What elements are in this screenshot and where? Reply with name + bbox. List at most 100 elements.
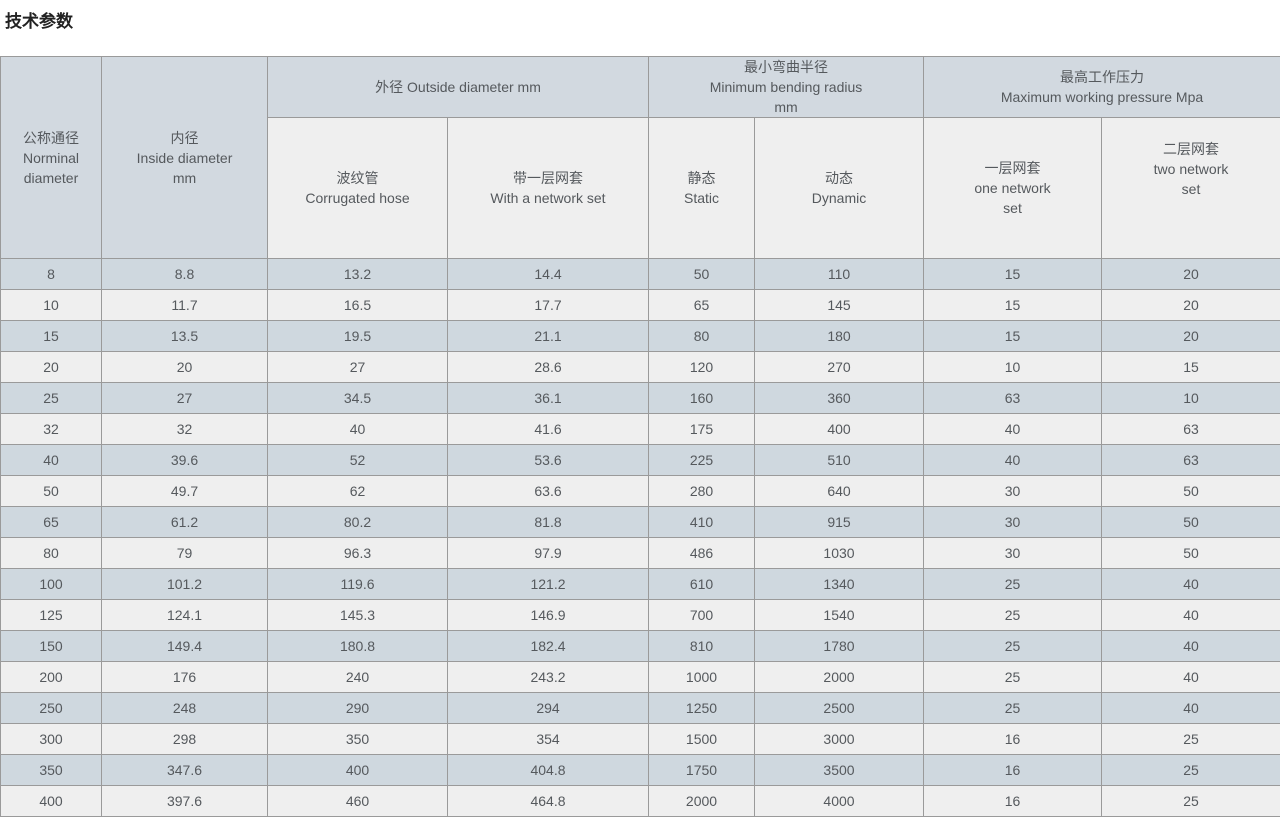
cell: 1250 [648, 692, 755, 724]
cell: 2000 [754, 661, 924, 693]
cell: 13.5 [101, 320, 268, 352]
table-row: 15 13.5 19.5 21.1 80 180 15 20 [0, 320, 1280, 352]
cell: 30 [923, 506, 1102, 538]
cell: 25 [923, 661, 1102, 693]
cell: 63 [1100, 444, 1280, 476]
cell: 8.8 [101, 258, 268, 290]
cell: 3000 [754, 723, 924, 755]
cell: 915 [754, 506, 924, 538]
cell: 16 [923, 723, 1102, 755]
cell: 25 [923, 630, 1102, 662]
cell: 125 [0, 599, 102, 631]
cell: 10 [1100, 382, 1280, 414]
cell: 63 [1100, 413, 1280, 445]
cell: 50 [1100, 506, 1280, 538]
cell: 4000 [754, 785, 924, 817]
cell: 240 [267, 661, 448, 693]
cell: 300 [0, 723, 102, 755]
cell: 27 [267, 351, 448, 383]
cell: 124.1 [101, 599, 268, 631]
cell: 486 [648, 537, 755, 569]
cell: 1000 [648, 661, 755, 693]
cell: 120 [648, 351, 755, 383]
cell: 61.2 [101, 506, 268, 538]
table-row: 300 298 350 354 1500 3000 16 25 [0, 723, 1280, 755]
cell: 34.5 [267, 382, 448, 414]
cell: 40 [1100, 692, 1280, 724]
header-group-bending-radius: 最小弯曲半径 Minimum bending radius mm [648, 56, 924, 118]
cell: 160 [648, 382, 755, 414]
cell: 145 [754, 289, 924, 321]
cell: 40 [923, 413, 1102, 445]
cell: 1030 [754, 537, 924, 569]
cell: 25 [1100, 754, 1280, 786]
cell: 27 [101, 382, 268, 414]
cell: 180.8 [267, 630, 448, 662]
table-row: 80 79 96.3 97.9 486 1030 30 50 [0, 537, 1280, 569]
cell: 39.6 [101, 444, 268, 476]
cell: 63.6 [447, 475, 649, 507]
cell: 13.2 [267, 258, 448, 290]
cell: 3500 [754, 754, 924, 786]
header-inside-diameter: 内径 Inside diameter mm [101, 56, 268, 259]
cell: 610 [648, 568, 755, 600]
cell: 145.3 [267, 599, 448, 631]
cell: 28.6 [447, 351, 649, 383]
cell: 11.7 [101, 289, 268, 321]
header-one-network-set: 一层网套 one network set [923, 117, 1102, 259]
header-static: 静态 Static [648, 117, 755, 259]
cell: 146.9 [447, 599, 649, 631]
cell: 20 [1100, 258, 1280, 290]
table-row: 125 124.1 145.3 146.9 700 1540 25 40 [0, 599, 1280, 631]
cell: 15 [1100, 351, 1280, 383]
cell: 25 [1100, 723, 1280, 755]
cell: 119.6 [267, 568, 448, 600]
cell: 80.2 [267, 506, 448, 538]
cell: 700 [648, 599, 755, 631]
cell: 50 [648, 258, 755, 290]
table-row: 400 397.6 460 464.8 2000 4000 16 25 [0, 785, 1280, 817]
cell: 280 [648, 475, 755, 507]
cell: 50 [1100, 537, 1280, 569]
cell: 2500 [754, 692, 924, 724]
cell: 100 [0, 568, 102, 600]
cell: 36.1 [447, 382, 649, 414]
cell: 80 [648, 320, 755, 352]
cell: 50 [0, 475, 102, 507]
cell: 19.5 [267, 320, 448, 352]
header-group-working-pressure: 最高工作压力 Maximum working pressure Mpa [922, 56, 1280, 118]
table-row: 250 248 290 294 1250 2500 25 40 [0, 692, 1280, 724]
cell: 360 [754, 382, 924, 414]
header-nominal-diameter: 公称通径 Norminal diameter [0, 56, 102, 259]
cell: 32 [101, 413, 268, 445]
cell: 97.9 [447, 537, 649, 569]
cell: 40 [0, 444, 102, 476]
cell: 30 [923, 537, 1102, 569]
header-two-network-set: 二层网套 two network set [1100, 117, 1280, 259]
cell: 347.6 [101, 754, 268, 786]
cell: 243.2 [447, 661, 649, 693]
cell: 40 [1100, 599, 1280, 631]
cell: 30 [923, 475, 1102, 507]
cell: 49.7 [101, 475, 268, 507]
cell: 510 [754, 444, 924, 476]
header-row-sub: 波纹管 Corrugated hose 带一层网套 With a network… [1, 117, 1280, 259]
cell: 15 [923, 320, 1102, 352]
cell: 25 [1100, 785, 1280, 817]
cell: 15 [0, 320, 102, 352]
cell: 8 [0, 258, 102, 290]
table-row: 200 176 240 243.2 1000 2000 25 40 [0, 661, 1280, 693]
cell: 79 [101, 537, 268, 569]
cell: 15 [923, 258, 1102, 290]
cell: 32 [0, 413, 102, 445]
cell: 250 [0, 692, 102, 724]
table-row: 25 27 34.5 36.1 160 360 63 10 [0, 382, 1280, 414]
cell: 294 [447, 692, 649, 724]
header-group-outside-diameter: 外径 Outside diameter mm [267, 56, 649, 118]
cell: 80 [0, 537, 102, 569]
cell: 20 [0, 351, 102, 383]
cell: 52 [267, 444, 448, 476]
cell: 200 [0, 661, 102, 693]
cell: 50 [1100, 475, 1280, 507]
table-body: 8 8.8 13.2 14.4 50 110 15 20 10 11.7 16.5 17.7 65 145… [0, 258, 1280, 817]
